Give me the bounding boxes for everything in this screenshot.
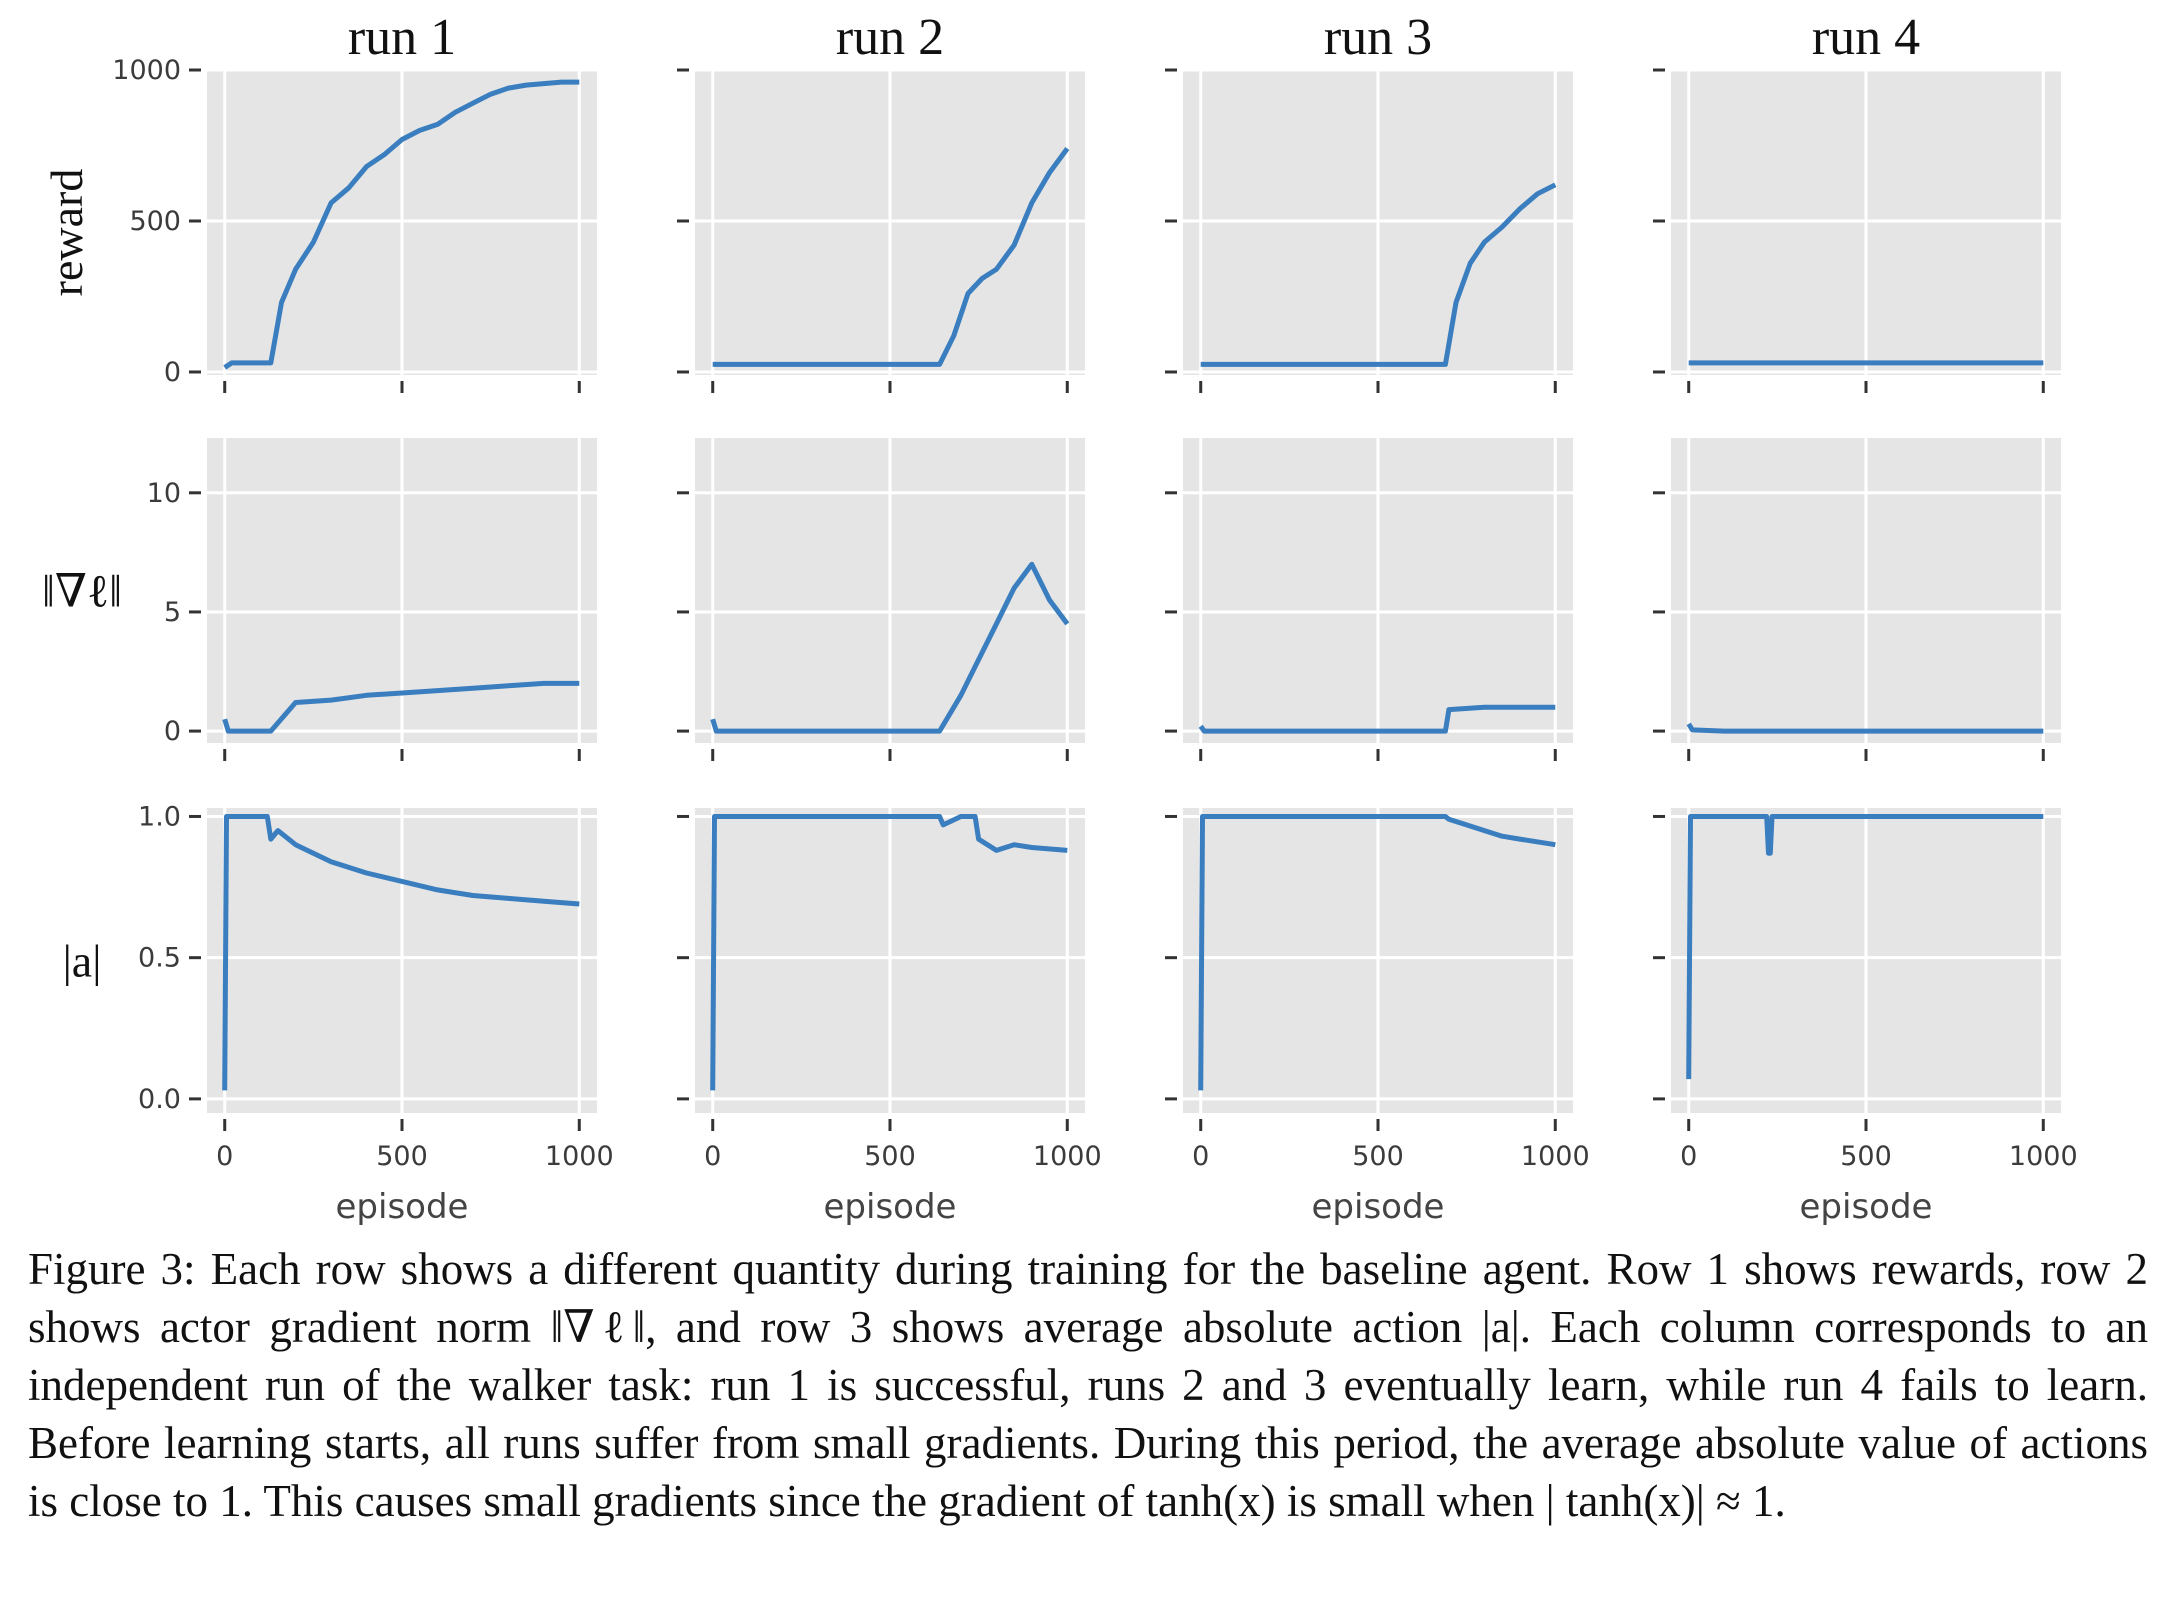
x-tick-label: 500 — [1352, 1141, 1404, 1172]
x-tick-label: 1000 — [545, 1141, 614, 1172]
subplot-r3-c1: 0.0 0.5 1.0 0 500 1000 episode — [138, 801, 614, 1227]
row-label: ‖∇ℓ‖ — [42, 566, 122, 617]
series-line — [1198, 704, 1556, 734]
y-tick-label: 500 — [129, 206, 181, 237]
x-tick-label: 0 — [1680, 1141, 1697, 1172]
series-line — [1686, 814, 2044, 1080]
column-title: run 2 — [836, 9, 944, 66]
series-line — [710, 561, 1070, 734]
subplot-r3-c3: 0 500 1000 episode — [1165, 808, 1590, 1227]
column-title: run 3 — [1324, 9, 1432, 66]
x-tick-label: 500 — [864, 1141, 916, 1172]
series-line — [1198, 814, 1556, 1091]
y-tick-label: 0 — [164, 716, 181, 747]
figure: run 1 run 2 run 3 run 4 0 500 1000 reward 0 5 10 ‖∇… — [41, 9, 2078, 1227]
x-tick-label: 1000 — [2009, 1141, 2078, 1172]
figure-caption: Figure 3: Each row shows a different qua… — [28, 1244, 2148, 1526]
subplot-r2-c1: 0 5 10 — [147, 438, 597, 761]
x-axis-title: episode — [1800, 1187, 1933, 1227]
x-tick-label: 0 — [704, 1141, 721, 1172]
y-tick-label: 1000 — [112, 55, 181, 86]
x-tick-label: 500 — [1840, 1141, 1892, 1172]
y-tick-label: 5 — [164, 597, 181, 628]
x-tick-label: 0 — [216, 1141, 233, 1172]
series-line — [222, 814, 580, 1091]
y-tick-label: 1.0 — [138, 801, 181, 832]
subplot-r3-c2: 0 500 1000 episode — [677, 808, 1102, 1227]
y-tick-label: 10 — [147, 478, 181, 509]
row-label: |a| — [63, 936, 102, 987]
x-tick-label: 500 — [376, 1141, 428, 1172]
series-line — [712, 147, 1070, 367]
series-line — [223, 79, 580, 370]
y-tick-label: 0.5 — [138, 943, 181, 974]
subplot-r1-c2 — [677, 68, 1085, 393]
x-axis-title: episode — [1312, 1187, 1445, 1227]
x-tick-label: 1000 — [1521, 1141, 1590, 1172]
series-line — [222, 680, 580, 734]
subplot-r1-c1: 0 500 1000 — [112, 55, 597, 393]
series-line — [1200, 182, 1557, 367]
subplot-r2-c3 — [1165, 438, 1573, 761]
column-title: run 1 — [348, 9, 456, 66]
subplot-r1-c4 — [1653, 68, 2061, 393]
x-tick-label: 0 — [1192, 1141, 1209, 1172]
subplot-r3-c4: 0 500 1000 episode — [1653, 808, 2078, 1227]
x-tick-label: 1000 — [1033, 1141, 1102, 1172]
column-title: run 4 — [1812, 9, 1920, 66]
series-line — [710, 814, 1068, 1091]
subplot-r2-c4 — [1653, 438, 2061, 761]
y-tick-label: 0.0 — [138, 1084, 181, 1115]
row-label: reward — [41, 169, 92, 297]
subplot-r1-c3 — [1165, 68, 1573, 393]
subplot-r2-c2 — [677, 438, 1085, 761]
y-tick-label: 0 — [164, 357, 181, 388]
x-axis-title: episode — [824, 1187, 957, 1227]
x-axis-title: episode — [336, 1187, 469, 1227]
series-line — [1686, 722, 2044, 734]
